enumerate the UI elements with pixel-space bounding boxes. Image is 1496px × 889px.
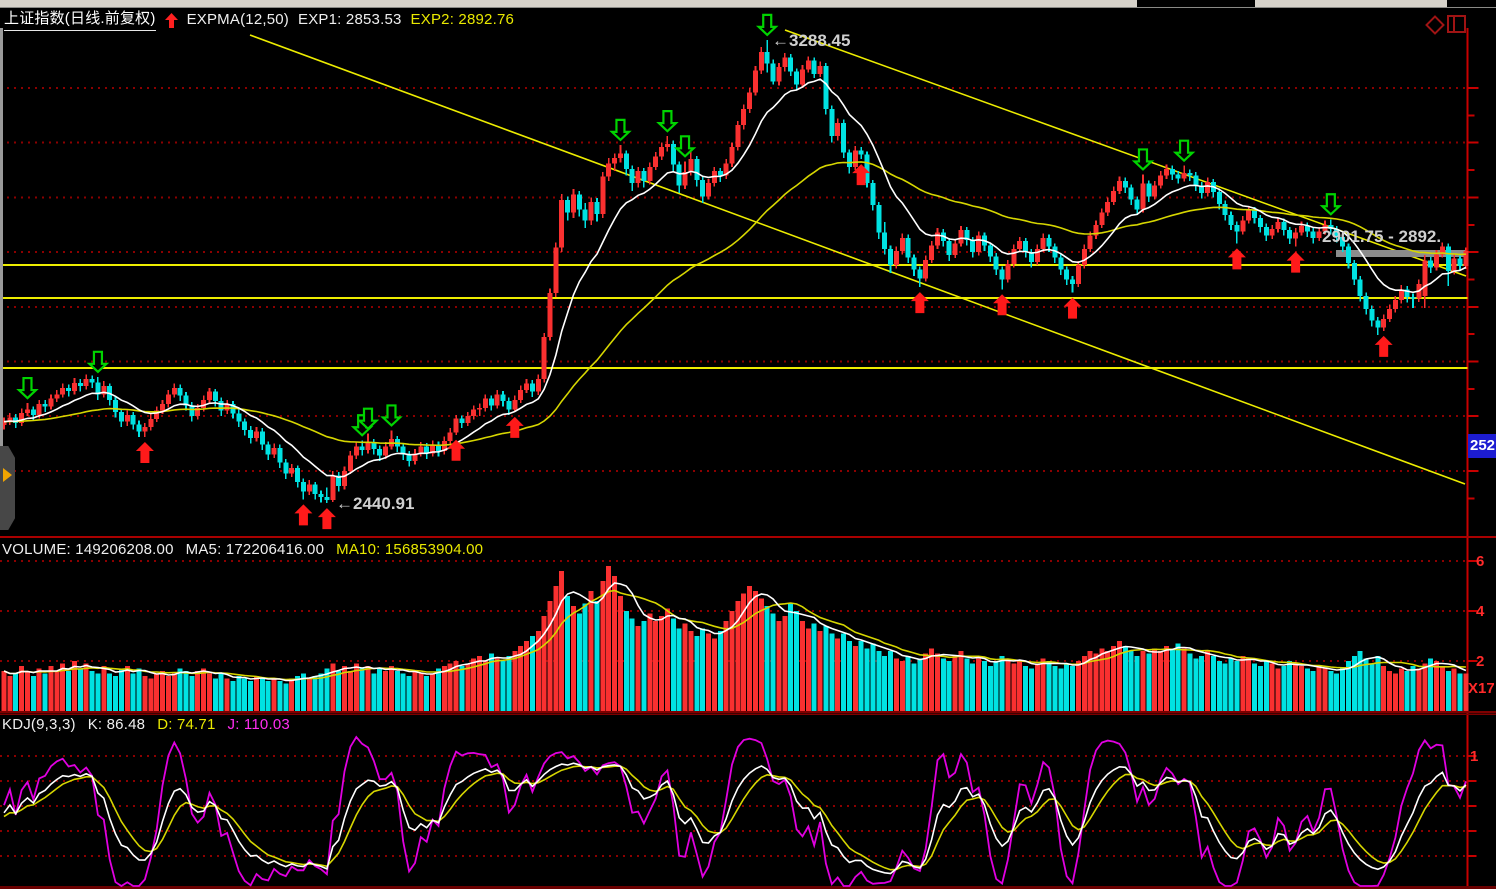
buy-arrow-icon — [1063, 297, 1082, 319]
horizontal-support-lines — [0, 264, 1468, 369]
candlestick-series — [1, 39, 1469, 504]
volume-ma10-value: MA10: 156853904.00 — [336, 541, 484, 558]
window-icon-divider — [1453, 17, 1455, 31]
sell-arrow-icon — [755, 13, 779, 37]
exp2-value: EXP2: 2892.76 — [410, 11, 515, 28]
left-panel-edge — [0, 28, 3, 530]
sell-arrow-icon — [356, 407, 380, 431]
kdj-header: KDJ(9,3,3) K: 86.48 D: 74.71 J: 110.03 — [2, 715, 290, 735]
expma-slow-line — [3, 161, 1466, 447]
symbol-title[interactable]: 上证指数(日线.前复权) — [4, 9, 156, 31]
window-top-strip — [0, 0, 1496, 8]
sell-arrow-icon — [380, 404, 403, 427]
volume-ma5-line — [3, 582, 1467, 682]
buy-arrow-icon — [294, 504, 313, 526]
signal-markers — [16, 13, 1393, 530]
top-strip-gap — [1137, 0, 1255, 7]
buy-arrow-icon — [993, 294, 1012, 316]
buy-arrow-icon — [1286, 251, 1305, 273]
expand-right-icon — [3, 468, 12, 482]
trendlines — [249, 29, 1467, 485]
sell-arrow-icon — [1172, 139, 1196, 163]
main-gridlines — [0, 87, 1468, 472]
buy-arrow-icon — [910, 292, 929, 314]
kdj-d-line — [3, 765, 1467, 871]
kdj-j-line — [3, 735, 1467, 888]
sell-arrow-icon — [16, 376, 39, 400]
buy-arrow-icon — [1374, 335, 1393, 357]
kdj-k-line — [3, 762, 1467, 875]
kdj-name: KDJ(9,3,3) — [2, 716, 76, 733]
range-measure-bar — [1336, 250, 1466, 257]
buy-arrow-icon — [447, 439, 466, 461]
volume-value: VOLUME: 149206208.00 — [2, 541, 174, 558]
buy-arrow-icon — [505, 416, 524, 438]
top-strip-gap-right — [1447, 0, 1496, 7]
buy-arrow-icon — [852, 164, 871, 186]
left-panel-collapse-handle[interactable] — [0, 446, 15, 530]
sell-arrow-icon — [1131, 148, 1155, 171]
sell-arrow-icon — [1319, 193, 1343, 216]
sell-arrow-icon — [673, 135, 697, 158]
window-icon[interactable] — [1447, 15, 1466, 33]
price-annotation-high: ←3288.45 — [772, 31, 851, 50]
kdj-j-value: J: 110.03 — [227, 716, 290, 733]
price-annotation-low: ←2440.91 — [336, 494, 415, 513]
volume-frame — [0, 536, 1496, 713]
price-annotation-range: 2901.75 - 2892. — [1322, 227, 1442, 246]
buy-arrow-icon — [135, 441, 154, 463]
up-arrow-icon — [164, 12, 178, 28]
buy-arrow-icon — [1227, 248, 1246, 270]
volume-axis-multiplier: X17 — [1468, 680, 1495, 697]
volume-axis-label-4: 4 — [1476, 603, 1485, 620]
expma-fast-line — [3, 78, 1467, 479]
volume-axis-label-2: 2 — [1476, 653, 1485, 670]
kdj-d-value: D: 74.71 — [157, 716, 216, 733]
kdj-k-value: K: 86.48 — [87, 716, 146, 733]
sell-arrow-icon — [86, 350, 110, 374]
exp1-value: EXP1: 2853.53 — [298, 11, 402, 28]
sell-arrow-icon — [656, 110, 679, 133]
kdj-frame — [0, 713, 1496, 889]
volume-header: VOLUME: 149206208.00 MA5: 172206416.00 M… — [2, 540, 483, 560]
volume-ma5-value: MA5: 172206416.00 — [185, 541, 325, 558]
volume-bars — [1, 566, 1469, 711]
volume-ma10-line — [3, 589, 1466, 681]
sell-arrow-icon — [609, 118, 632, 142]
kdj-axis-label: 1 — [1470, 748, 1479, 765]
right-axis-price-badge: 252 — [1468, 434, 1496, 458]
indicator-name: EXPMA(12,50) — [186, 11, 290, 28]
buy-arrow-icon — [317, 508, 336, 530]
main-chart-header: 上证指数(日线.前复权) EXPMA(12,50) EXP1: 2853.53 … — [4, 9, 514, 31]
volume-axis-label-6: 6 — [1476, 553, 1485, 570]
right-price-axis — [1466, 28, 1479, 887]
